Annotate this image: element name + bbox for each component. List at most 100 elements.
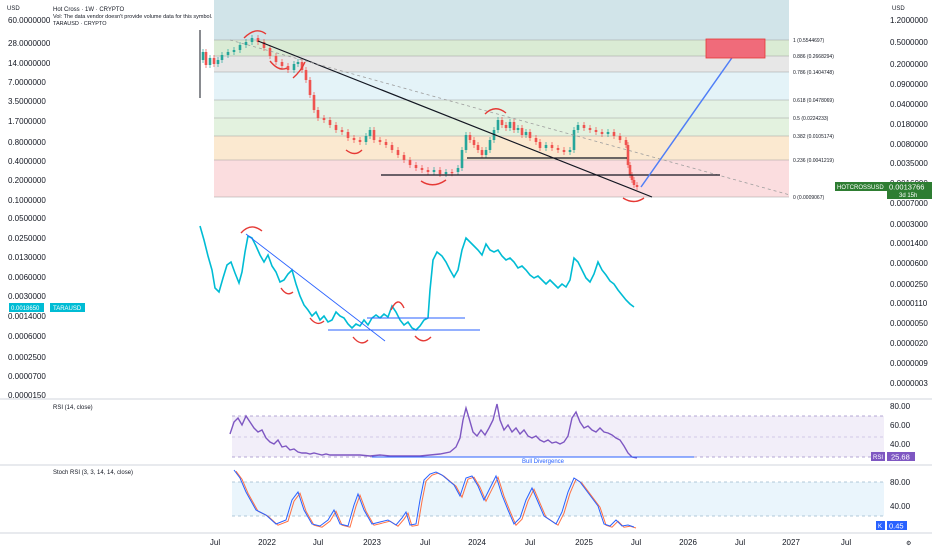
left-axis-tick: 1.7000000 (8, 117, 46, 126)
left-axis-tick: 60.0000000 (8, 16, 51, 25)
price-candle (334, 125, 338, 130)
rsi-panel: Bull Divergence RSI (14, close) (53, 403, 884, 465)
price-candle (582, 125, 586, 128)
right-axis-tick: 0.0000050 (890, 319, 928, 328)
time-axis-tick: 2025 (575, 538, 593, 547)
rsi-axis-tick: 40.00 (890, 440, 911, 449)
fib-label: 0.786 (0.1404748) (793, 70, 834, 76)
price-candle (346, 132, 350, 138)
price-candle (316, 110, 320, 118)
fib-label: 0.618 (0.0478069) (793, 98, 834, 104)
price-candle (256, 38, 260, 42)
swing-marker (352, 336, 369, 344)
time-axis-tick: 2024 (468, 538, 486, 547)
volume-note: Vol: The data vendor doesn't provide vol… (53, 14, 213, 20)
left-axis-tick: 28.0000000 (8, 39, 51, 48)
fib-labels: 1 (0.5544697) 0.886 (0.2668294) 0.786 (0.1… (793, 38, 834, 201)
price-candles (199, 30, 639, 190)
left-axis-tick: 0.0000150 (8, 391, 46, 400)
price-candle (472, 140, 476, 145)
price-candle (576, 125, 580, 130)
price-candle (538, 142, 542, 148)
time-axis: Jul 2022 Jul 2023 Jul 2024 Jul 2025 Jul 2026 Jul 20… (210, 538, 851, 547)
price-candle (378, 140, 382, 142)
price-candle (420, 168, 424, 170)
price-candle (496, 120, 500, 130)
left-axis-tick: 3.5000000 (8, 97, 46, 106)
second-symbol-label: TARAUSD · CRYPTO (53, 21, 107, 27)
price-candle (426, 170, 430, 172)
left-axis-tick: 14.0000000 (8, 59, 51, 68)
price-candle (238, 45, 242, 50)
price-candle (286, 66, 290, 70)
gear-icon[interactable]: ⚙ (906, 540, 911, 547)
price-candle (508, 122, 512, 128)
price-candle (504, 125, 508, 128)
price-candle (444, 172, 448, 174)
price-candle (550, 145, 554, 148)
swing-marker (309, 317, 325, 325)
price-candle (312, 95, 316, 110)
right-axis-tick: 0.5000000 (890, 38, 928, 47)
price-candle (364, 136, 368, 142)
left-axis-tick: 0.2000000 (8, 176, 46, 185)
price-candle (630, 175, 634, 180)
tara-tag-value: 0.0018650 (11, 306, 40, 312)
stoch-k-line (233, 469, 635, 528)
right-axis-tick: 0.0400000 (890, 100, 928, 109)
price-candle (556, 148, 560, 150)
rsi-tag-value: 25.68 (891, 453, 910, 462)
stoch-axis-tick: 40.00 (890, 502, 911, 511)
price-candle (450, 172, 454, 174)
swing-markers-tara (240, 226, 432, 344)
price-candle (322, 118, 326, 120)
price-candle (460, 150, 464, 168)
swing-marker (390, 301, 405, 311)
right-axis-tick: 0.0000020 (890, 339, 928, 348)
price-candle (488, 140, 492, 150)
time-axis-tick: Jul (631, 538, 641, 547)
right-axis-tick: 0.0900000 (890, 80, 928, 89)
price-candle (476, 145, 480, 150)
hotcross-tag-value: 0.0013766 (889, 183, 924, 192)
price-candle (612, 132, 616, 136)
price-candle (438, 170, 442, 174)
price-candle (340, 130, 344, 132)
swing-marker (484, 108, 507, 115)
left-axis-tick: 0.0006000 (8, 332, 46, 341)
price-candle (358, 140, 362, 142)
price-candle (562, 150, 566, 152)
price-candle (414, 165, 418, 168)
price-candle (280, 62, 284, 66)
swing-marker (292, 61, 306, 79)
right-axis-tick: 0.0000003 (890, 379, 928, 388)
swing-marker (269, 60, 288, 70)
price-candle (594, 130, 598, 132)
right-axis-tick: 0.0035000 (890, 159, 928, 168)
price-candle (572, 130, 576, 150)
left-axis: 60.0000000 28.0000000 14.0000000 7.0000000 3… (8, 16, 51, 400)
price-candle (368, 130, 372, 136)
rsi-tag-label: RSI (873, 455, 883, 461)
right-axis-tick: 0.2000000 (890, 60, 928, 69)
swing-marker (420, 179, 447, 186)
price-candle (464, 135, 468, 150)
left-axis-tick: 0.4000000 (8, 157, 46, 166)
price-candle (408, 160, 412, 165)
stoch-axis-tick: 80.00 (890, 478, 911, 487)
price-candle (544, 145, 548, 148)
rsi-line (229, 403, 638, 459)
bull-divergence-label: Bull Divergence (522, 459, 565, 465)
left-axis-tick: 0.0014000 (8, 312, 46, 321)
price-candle (626, 145, 630, 165)
dashed-trendline (229, 39, 791, 196)
price-candle (292, 64, 296, 70)
right-axis-tick: 0.0000600 (890, 259, 928, 268)
right-axis-tick: 0.0003000 (890, 220, 928, 229)
time-axis-tick: 2026 (679, 538, 697, 547)
stoch-value-tag: K 0.45 (876, 521, 907, 531)
left-axis-tick: 0.0250000 (8, 234, 46, 243)
right-currency-label: USD (892, 6, 905, 12)
price-candle (624, 140, 628, 145)
